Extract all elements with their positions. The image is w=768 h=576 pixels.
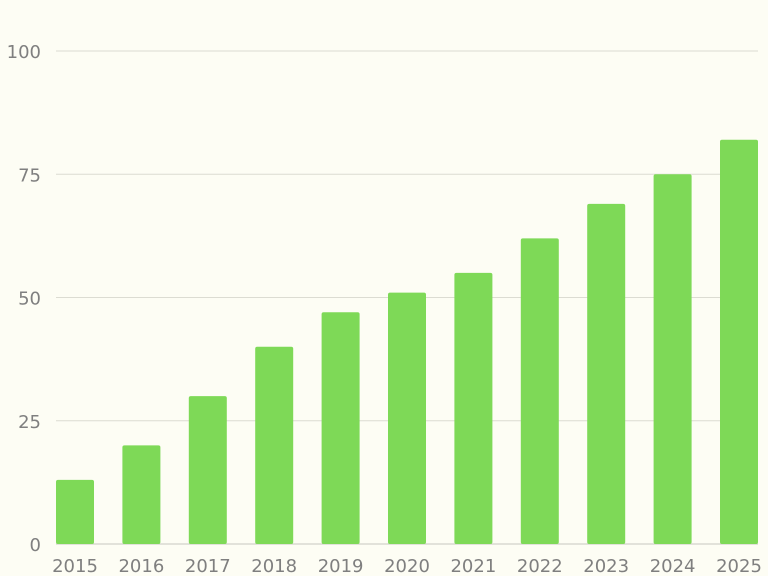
x-tick-label: 2019 [318,556,364,576]
y-tick-label: 25 [18,412,41,433]
x-tick-label: 2022 [517,556,563,576]
bar-2020 [388,292,426,544]
bar-2023 [587,203,626,544]
bars [56,139,758,545]
x-tick-label: 2016 [118,556,164,576]
bar-2016 [122,445,161,544]
bar-2015 [56,479,94,544]
x-tick-label: 2015 [52,556,98,576]
y-tick-label: 100 [7,42,41,63]
bar-2019 [321,312,360,544]
y-tick-label: 50 [18,289,41,310]
bar-2018 [255,346,294,544]
x-tick-label: 2024 [650,556,696,576]
y-axis-ticks: 0 25 50 75 100 [7,42,41,556]
x-tick-label: 2020 [384,556,430,576]
bar-2017 [188,396,227,544]
x-tick-label: 2023 [583,556,629,576]
y-tick-label: 75 [18,165,41,186]
bar-2025 [720,139,758,545]
bar-2021 [454,272,493,544]
bar-2022 [520,238,559,544]
y-tick-label: 0 [30,535,41,556]
x-tick-label: 2017 [185,556,231,576]
x-axis-ticks: 2015 2016 2017 2018 2019 2020 2021 2022 2023 2024… [52,556,762,576]
x-tick-label: 2018 [251,556,297,576]
x-tick-label: 2025 [716,556,762,576]
bar-2024 [653,174,692,544]
x-tick-label: 2021 [450,556,496,576]
